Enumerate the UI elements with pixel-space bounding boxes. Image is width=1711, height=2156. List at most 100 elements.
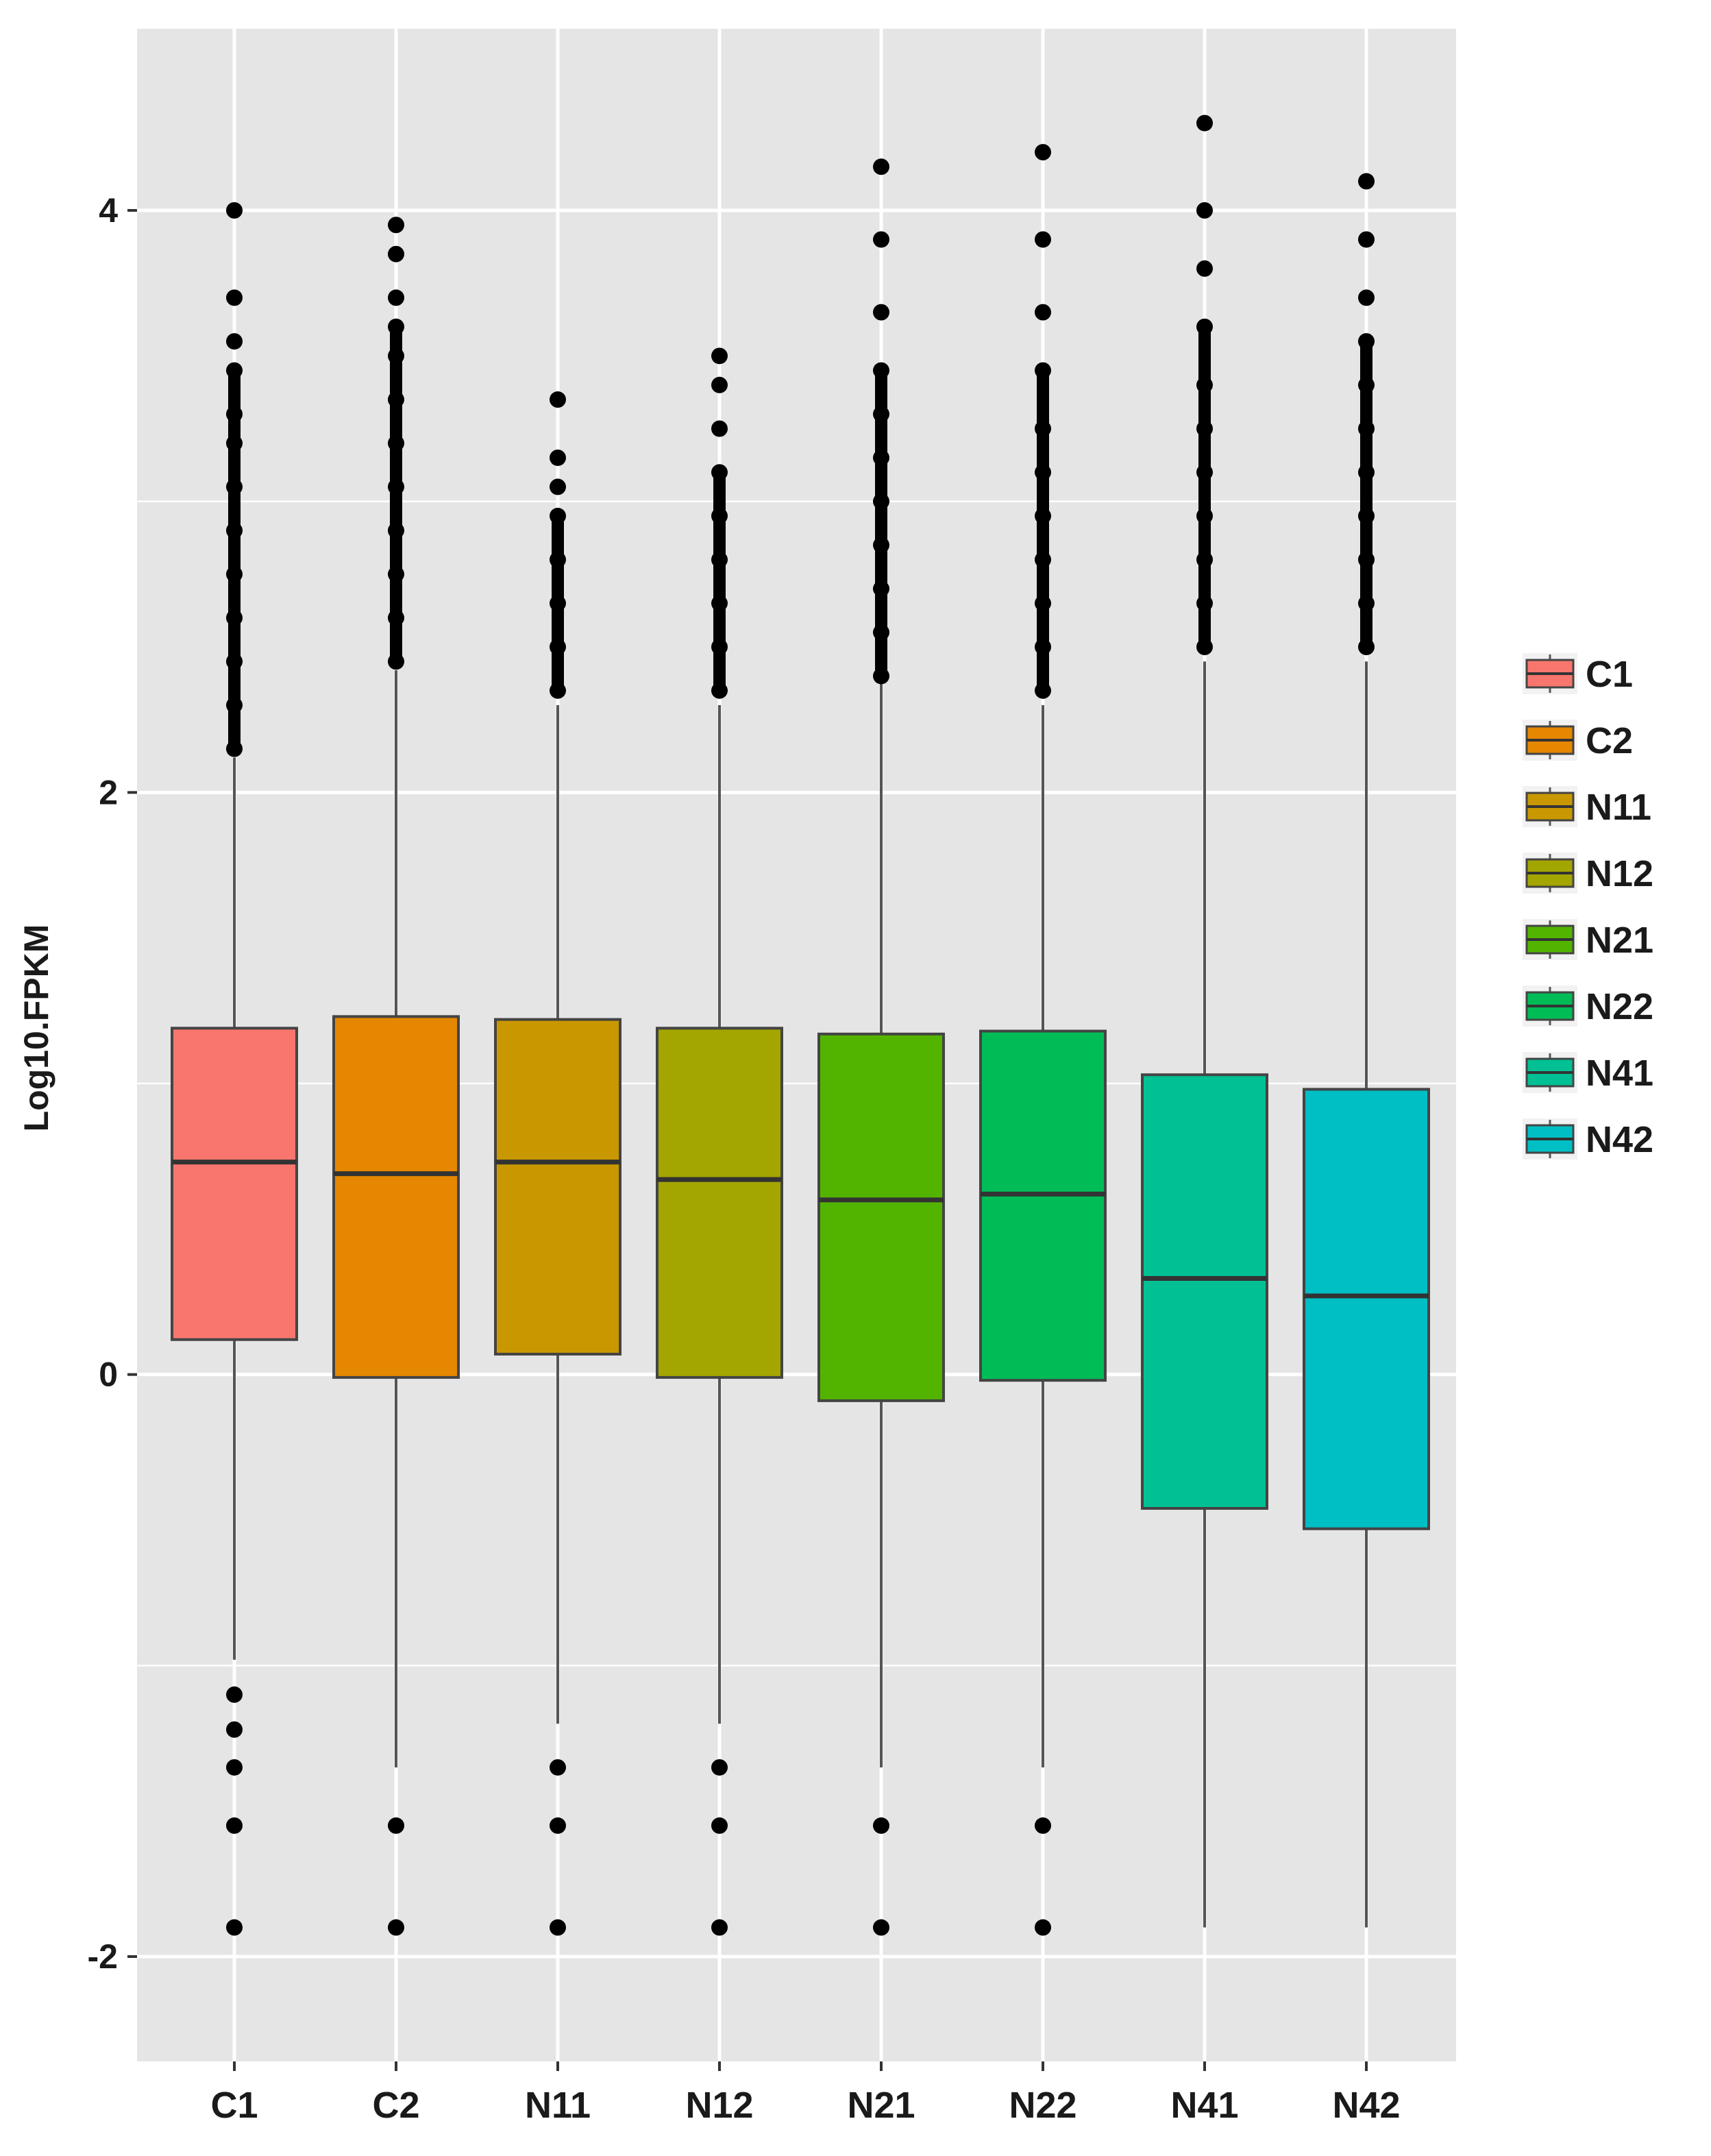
box-iqr [1303,1088,1430,1530]
outlier-point [388,245,404,262]
legend-label: N22 [1586,986,1653,1027]
box-iqr [656,1027,783,1379]
legend-item-N21: N21 [1523,919,1653,961]
outlier-point [550,1759,566,1776]
outlier-point [873,580,889,598]
x-tick-label: C1 [210,2085,258,2126]
outlier-point [711,376,728,393]
box-N12 [656,347,783,1936]
outlier-point [711,551,728,568]
outlier-point [1358,595,1375,612]
legend-item-N22: N22 [1523,985,1653,1027]
box-C2 [332,217,460,1936]
x-tick-label: N21 [847,2085,915,2126]
y-tick-label: 4 [99,191,118,230]
outlier-point [550,478,566,495]
outlier-point [711,1919,728,1936]
outlier-point [388,522,404,539]
outlier-point [1358,289,1375,306]
legend-item-N11: N11 [1523,786,1651,828]
outlier-point [550,551,566,568]
outlier-point [873,362,889,379]
outlier-point [388,217,404,234]
outlier-point [1035,639,1051,655]
outlier-point [1196,260,1213,277]
outlier-point [388,289,404,306]
outlier-point [226,740,243,757]
outlier-point [711,595,728,612]
boxes [171,114,1430,1936]
outlier-point [550,595,566,612]
outlier-point [388,347,404,365]
outlier-point [1358,551,1375,568]
legend-item-N42: N42 [1523,1118,1653,1160]
outlier-point [873,158,889,175]
outlier-cluster [1198,326,1211,651]
legend-label: N42 [1586,1119,1653,1160]
outlier-point [1358,464,1375,481]
outlier-point [873,406,889,423]
legend-label: N11 [1586,787,1651,828]
outlier-point [1358,376,1375,393]
box-iqr [979,1029,1107,1382]
outlier-point [1035,1817,1051,1834]
box-N42 [1303,173,1430,1928]
outlier-point [1358,231,1375,248]
outlier-point [711,420,728,437]
box-C1 [171,202,298,1936]
outlier-point [1358,420,1375,437]
outlier-point [1358,507,1375,524]
outlier-point [550,449,566,466]
outlier-cluster [228,370,241,753]
outlier-point [873,537,889,554]
outlier-point [1035,231,1051,248]
outlier-point [1035,1919,1051,1936]
outlier-point [226,696,243,713]
outlier-point [226,522,243,539]
outlier-point [711,347,728,365]
outlier-point [226,434,243,452]
outlier-point [550,639,566,655]
outlier-point [388,1919,404,1936]
y-axis: -2 0 2 4 [88,191,137,1976]
outlier-point [1196,551,1213,568]
outlier-point [711,464,728,481]
legend-item-C2: C2 [1523,720,1633,761]
outlier-point [1035,144,1051,161]
outlier-point [388,565,404,583]
outlier-point [873,667,889,685]
y-tick-label: -2 [88,1937,118,1976]
outlier-point [1035,595,1051,612]
outlier-point [1358,333,1375,350]
outlier-point [1358,639,1375,655]
outlier-point [1035,362,1051,379]
outlier-point [388,391,404,408]
outlier-point [226,202,243,219]
outlier-point [550,1817,566,1834]
outlier-point [226,565,243,583]
outlier-point [226,1817,243,1834]
outlier-point [1035,464,1051,481]
outlier-point [226,1721,243,1738]
outlier-point [226,333,243,350]
outlier-point [1196,318,1213,335]
outlier-point [1196,639,1213,655]
outlier-point [1035,507,1051,524]
outlier-point [1196,114,1213,132]
outlier-point [226,1919,243,1936]
outlier-point [226,609,243,626]
x-tick-label: C2 [372,2085,419,2126]
box-N22 [979,144,1107,1936]
outlier-point [1196,202,1213,219]
outlier-point [1035,420,1051,437]
box-N21 [817,158,945,1936]
y-axis-label: Log10.FPKM [17,924,56,1132]
x-tick-label: N41 [1170,2085,1238,2126]
legend-item-N12: N12 [1523,853,1653,894]
outlier-point [1358,173,1375,190]
outlier-point [226,1686,243,1703]
outlier-point [226,289,243,306]
outlier-point [711,1759,728,1776]
box-N11 [494,391,621,1936]
